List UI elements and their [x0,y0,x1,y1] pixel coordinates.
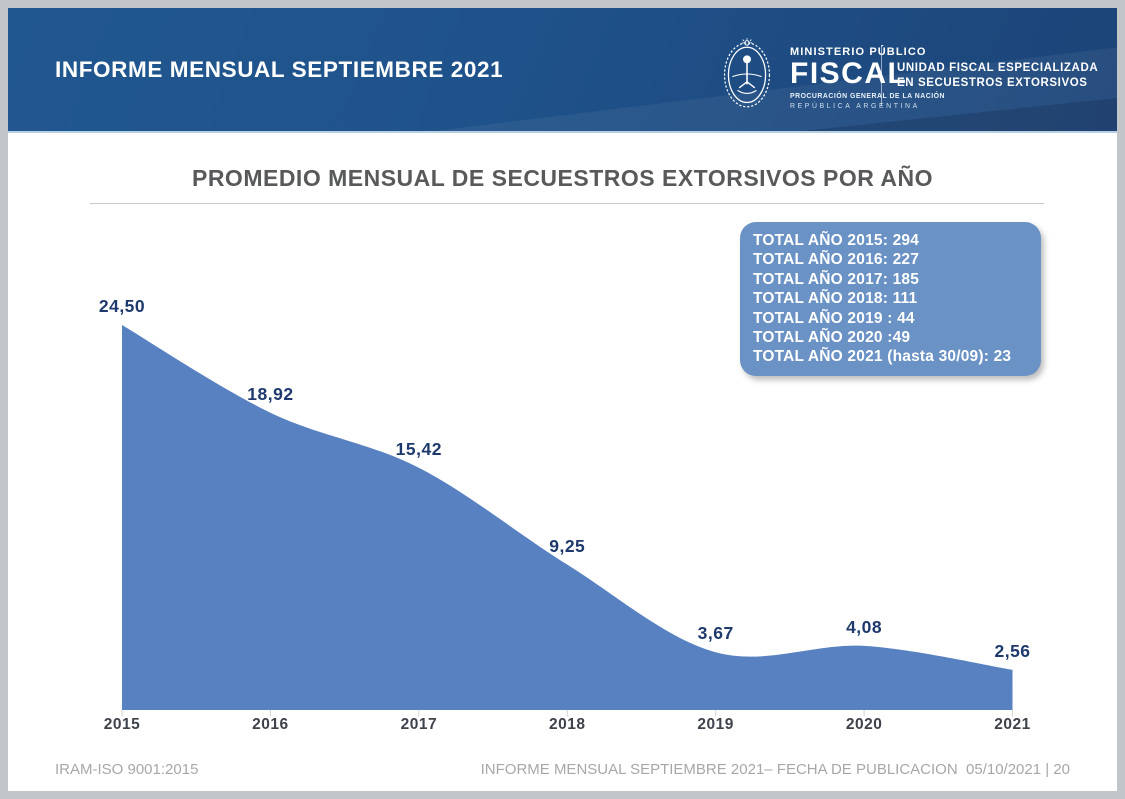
totals-box: TOTAL AÑO 2015: 294 TOTAL AÑO 2016: 227 TO… [740,222,1041,376]
mpf-logo-text: MINISTERIO PÚBLICO FISCAL PROCURACIÓN GE… [790,46,945,110]
totals-line: TOTAL AÑO 2016: 227 [753,251,920,269]
x-axis-label-2020: 2020 [845,716,883,733]
procuracion-label: PROCURACIÓN GENERAL DE LA NACIÓN [790,93,945,100]
totals-line: TOTAL AÑO 2020 :49 [753,329,911,347]
fiscal-label: FISCAL [790,57,908,90]
republica-argentina-label: REPÚBLICA ARGENTINA [790,103,920,110]
header-banner: INFORME MENSUAL SEPTIEMBRE 2021 MINISTER… [8,8,1117,133]
value-label-2015: 24,50 [98,296,146,316]
value-label-2019: 3,67 [697,623,734,644]
title-underline [90,203,1044,204]
x-axis-label-2019: 2019 [697,716,734,733]
totals-line: TOTAL AÑO 2019 : 44 [753,309,915,327]
value-label-2018: 9,25 [549,535,586,556]
totals-line: TOTAL AÑO 2018: 111 [753,290,918,308]
value-label-2017: 15,42 [395,438,442,459]
ministerio-publico-label: MINISTERIO PÚBLICO [790,46,927,58]
unit-line2: EN SECUESTROS EXTORSIVOS [897,77,1088,89]
x-axis-label-2021: 2021 [994,716,1031,733]
unit-line1: UNIDAD FISCAL ESPECIALIZADA [897,62,1099,74]
unit-fiscal-label: UNIDAD FISCAL ESPECIALIZADA EN SECUESTRO… [897,61,1098,91]
totals-line: TOTAL AÑO 2017: 185 [753,270,920,288]
value-label-2021: 2,56 [994,640,1031,661]
x-axis-label-2017: 2017 [400,716,438,733]
totals-line: TOTAL AÑO 2021 (hasta 30/09): 23 [753,348,1012,366]
footer-publication: INFORME MENSUAL SEPTIEMBRE 2021– FECHA D… [480,761,1070,778]
totals-line: TOTAL AÑO 2015: 294 [753,232,920,249]
footer-certification: IRAM-ISO 9001:2015 [55,761,199,778]
x-axis-label-2018: 2018 [549,716,586,733]
chart-title: PROMEDIO MENSUAL DE SECUESTROS EXTORSIVO… [191,165,933,191]
slide: INFORME MENSUAL SEPTIEMBRE 2021 MINISTER… [8,8,1117,791]
x-axis-label-2016: 2016 [252,716,289,733]
value-label-2016: 18,92 [247,383,294,404]
coat-of-arms-icon [723,38,771,108]
logo-divider [881,45,882,106]
report-title: INFORME MENSUAL SEPTIEMBRE 2021 [55,57,504,82]
value-label-2020: 4,08 [846,616,883,637]
x-axis-label-2015: 2015 [103,716,141,733]
